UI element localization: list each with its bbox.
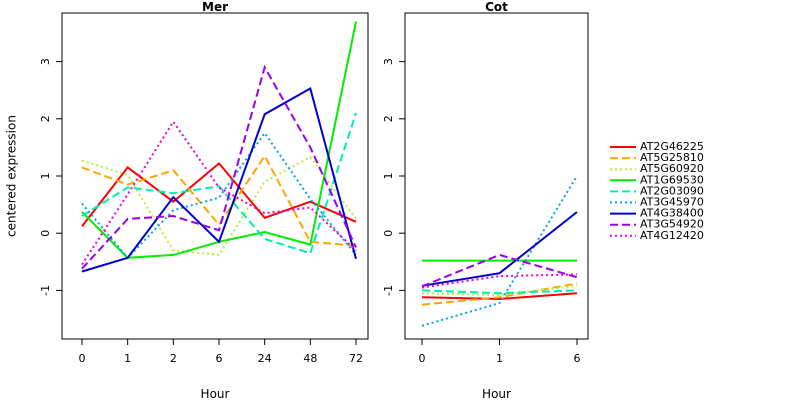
mer-x-axis-label: Hour [201,387,230,400]
mer-panel-title: Mer [202,0,228,14]
cot-y-tick-label: 2 [382,115,395,122]
cot-series-line-at2g03090 [421,289,578,295]
mer-series-line-at5g25810 [81,154,357,247]
mer-series-line-at2g46225 [81,161,357,227]
cot-series-line-at5g25810 [421,282,578,306]
mer-x-tick-label: 0 [79,352,86,365]
legend-label-at4g12420: AT4G12420 [640,229,704,242]
cot-x-tick-label: 1 [496,352,503,365]
cot-series-line-at4g12420 [421,273,578,289]
cot-series-line-at2g46225 [421,292,578,301]
cot-y-tick-label: -1 [382,285,395,296]
mer-x-tick-label: 48 [303,352,317,365]
legend-label-at1g69530: AT1G69530 [640,173,704,186]
cot-series-line-at3g54920 [421,253,578,288]
mer-series-line-at1g69530 [81,21,357,259]
legend-label-at2g46225: AT2G46225 [640,140,704,153]
mer-series-line-at2g03090 [81,112,357,255]
legend-label-at3g54920: AT3G54920 [640,218,704,231]
mer-x-tick-label: 24 [258,352,272,365]
cot-panel-title: Cot [485,0,508,14]
mer-plot-frame [61,12,369,340]
cot-series-line-at4g38400 [421,211,578,287]
cot-series-line-at5g60920 [421,284,578,297]
mer-y-tick-label: 2 [39,115,52,122]
legend-label-at4g38400: AT4G38400 [640,207,704,220]
legend-label-at2g03090: AT2G03090 [640,184,704,197]
legend-label-at5g25810: AT5G25810 [640,151,704,164]
mer-y-tick-label: 3 [39,58,52,65]
mer-series-line-at3g54920 [81,64,357,270]
mer-x-tick-label: 2 [170,352,177,365]
cot-x-tick-label: 0 [419,352,426,365]
cot-x-tick-label: 6 [574,352,581,365]
cot-x-axis-label: Hour [482,387,511,400]
mer-x-tick-label: 72 [349,352,363,365]
mer-series-line-at4g38400 [81,86,357,273]
mer-x-tick-label: 6 [216,352,223,365]
mer-x-tick-label: 1 [124,352,131,365]
cot-y-tick-label: 0 [382,230,395,237]
cot-y-tick-label: 3 [382,58,395,65]
cot-series-line-at3g45970 [421,175,578,327]
mer-y-tick-label: -1 [39,285,52,296]
mer-y-tick-label: 1 [39,173,52,180]
mer-y-tick-label: 0 [39,230,52,237]
legend-label-at3g45970: AT3G45970 [640,196,704,209]
cot-y-tick-label: 1 [382,173,395,180]
mer-series-line-at5g60920 [81,155,357,256]
mer-y-axis-label: centered expression [5,115,19,237]
legend-label-at5g60920: AT5G60920 [640,162,704,175]
